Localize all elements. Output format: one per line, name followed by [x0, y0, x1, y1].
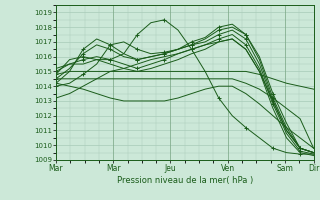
X-axis label: Pression niveau de la mer( hPa ): Pression niveau de la mer( hPa ): [117, 176, 253, 185]
